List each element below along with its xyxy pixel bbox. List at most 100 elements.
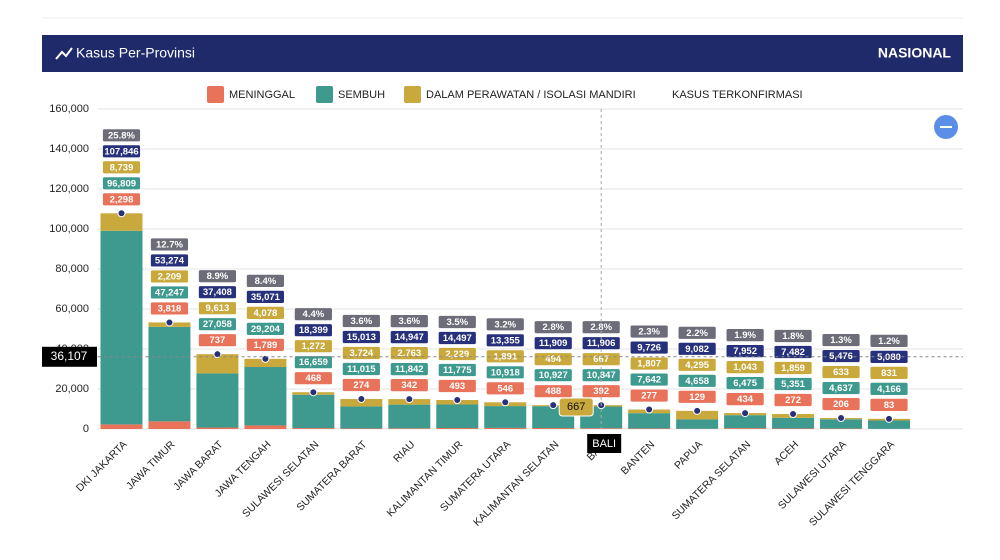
bar-segment: [196, 427, 239, 429]
data-label: 18,399: [299, 325, 328, 336]
y-tick-label: 20,000: [55, 383, 89, 395]
label-box: [102, 128, 141, 143]
data-label: 1,043: [733, 362, 757, 373]
label-box: [773, 361, 813, 375]
data-label: 9,613: [206, 303, 230, 314]
data-label: 29,204: [251, 324, 281, 335]
data-label: 107,846: [104, 146, 138, 157]
bar-segment: [340, 406, 383, 429]
data-label: 2.2%: [686, 328, 708, 339]
label-box: [437, 379, 477, 393]
bar-segment: [436, 404, 479, 429]
label-box: [677, 357, 717, 372]
bar-segment: [436, 428, 479, 429]
data-label: 35,071: [251, 292, 281, 303]
total-dot: [741, 409, 750, 418]
data-label: 37,408: [203, 287, 232, 298]
total-dot: [165, 318, 174, 327]
x-tick-label: PAPUA: [672, 439, 705, 472]
data-label: 831: [881, 368, 898, 379]
data-label: 3.2%: [494, 319, 516, 330]
total-dot: [405, 395, 414, 404]
data-label: 4,658: [685, 376, 709, 387]
bar-segment: [532, 428, 575, 429]
total-dot: [645, 405, 654, 414]
total-dot: [885, 414, 894, 423]
bar-segment: [724, 415, 767, 429]
bar-segment: [868, 420, 911, 429]
data-label: 4,295: [685, 360, 709, 371]
label-box: [293, 339, 333, 354]
label-box: [150, 301, 189, 316]
label-box: [485, 333, 525, 348]
bar-segment: [484, 427, 527, 429]
data-label: 1.3%: [830, 335, 852, 346]
bar-segment: [100, 424, 143, 429]
label-box: [150, 269, 189, 284]
label-box: [821, 397, 861, 411]
x-tick-label: JAWA TIMUR: [124, 438, 178, 492]
bar-segment: [628, 428, 671, 429]
data-label: 96,809: [107, 178, 136, 189]
bar-segment: [292, 394, 335, 429]
data-label: 129: [689, 392, 705, 403]
label-box: [869, 333, 909, 348]
data-label: 7,642: [637, 375, 661, 386]
label-box: [198, 269, 237, 284]
label-box: [533, 336, 573, 351]
header-scope[interactable]: NASIONAL: [878, 45, 952, 61]
label-box: [198, 301, 237, 316]
label-box: [102, 192, 141, 207]
crosshair-label: 36,107: [51, 349, 88, 363]
data-label: 274: [353, 380, 370, 391]
data-label: 3.6%: [398, 316, 420, 327]
data-label: 1.2%: [878, 336, 900, 347]
label-box: [629, 372, 669, 387]
label-box: [677, 373, 717, 388]
legend-label: MENINGGAL: [229, 89, 295, 101]
header-title: Kasus Per-Provinsi: [76, 45, 195, 61]
bar-segment: [628, 413, 671, 429]
data-label: 3,724: [349, 348, 373, 359]
label-box: [869, 397, 909, 412]
data-label: 4,078: [254, 308, 278, 319]
data-label: 5,080: [877, 352, 901, 363]
chart-icon: [55, 47, 73, 60]
label-box: [293, 371, 333, 386]
total-dot: [309, 388, 318, 397]
bar-segment: [388, 428, 431, 429]
data-label: 13,355: [491, 335, 521, 346]
data-label: 8.4%: [255, 276, 277, 287]
data-label: 206: [833, 399, 849, 410]
x-tick-group: DKI JAKARTA: [74, 439, 130, 495]
label-box: [437, 331, 477, 345]
label-box: [293, 307, 333, 322]
data-label: 277: [641, 391, 657, 402]
label-box: [677, 389, 717, 404]
data-label: 53,274: [155, 255, 185, 266]
label-box: [102, 144, 141, 159]
x-tick-group: PAPUA: [672, 439, 705, 472]
x-tick-label: ACEH: [772, 439, 801, 468]
label-box: [437, 315, 477, 329]
label-box: [485, 317, 525, 332]
data-label: 1,807: [637, 359, 661, 370]
data-label: 4,637: [829, 383, 853, 394]
label-box: [773, 345, 813, 359]
data-label: 9,726: [637, 343, 661, 354]
bar-segment: [244, 367, 287, 426]
label-box: [821, 365, 861, 379]
x-tick-group: SUMATERA SELATAN: [670, 439, 754, 523]
x-tick-group: RIAU: [391, 439, 417, 465]
data-label: 3,818: [158, 303, 182, 314]
x-tick-group: ACEH: [772, 439, 801, 468]
label-box: [821, 349, 861, 363]
label-box: [485, 365, 525, 380]
label-box: [389, 330, 429, 345]
bar-segment: [340, 428, 383, 429]
label-box: [725, 360, 765, 374]
data-label: 2,298: [110, 194, 134, 205]
label-box: [725, 328, 765, 342]
data-label: 1.8%: [782, 331, 804, 342]
data-label: 4.4%: [303, 309, 325, 320]
